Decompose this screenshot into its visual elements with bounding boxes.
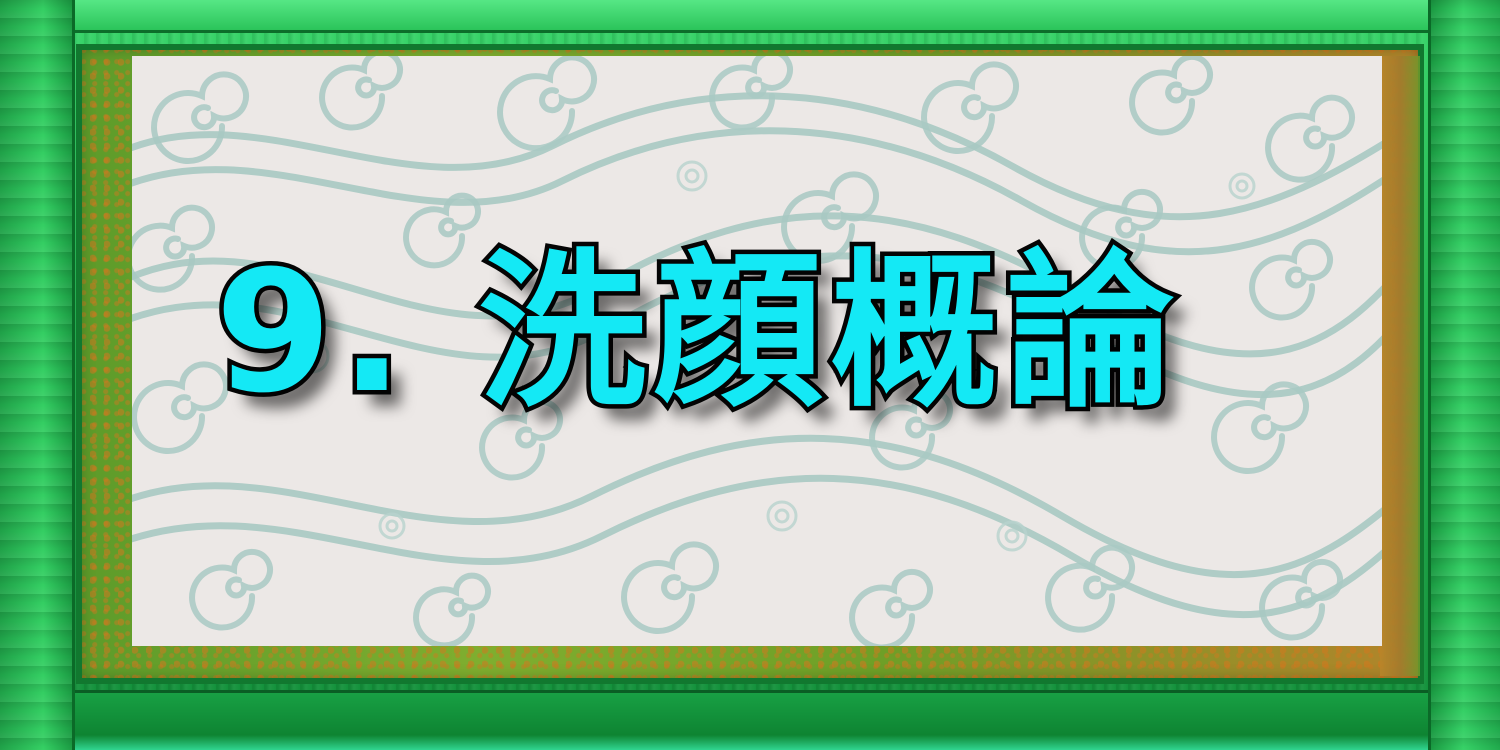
frame-left-rail — [0, 0, 75, 750]
frame-bottom-rail — [0, 690, 1500, 750]
mat-rust-edge — [1380, 56, 1420, 676]
frame-right-rail — [1428, 0, 1500, 750]
swirl-paper-panel — [132, 56, 1382, 646]
frame-top-rail — [0, 0, 1500, 33]
swirl-pattern — [132, 56, 1382, 646]
page-title: 9. 洗顔概論 — [211, 230, 1183, 435]
